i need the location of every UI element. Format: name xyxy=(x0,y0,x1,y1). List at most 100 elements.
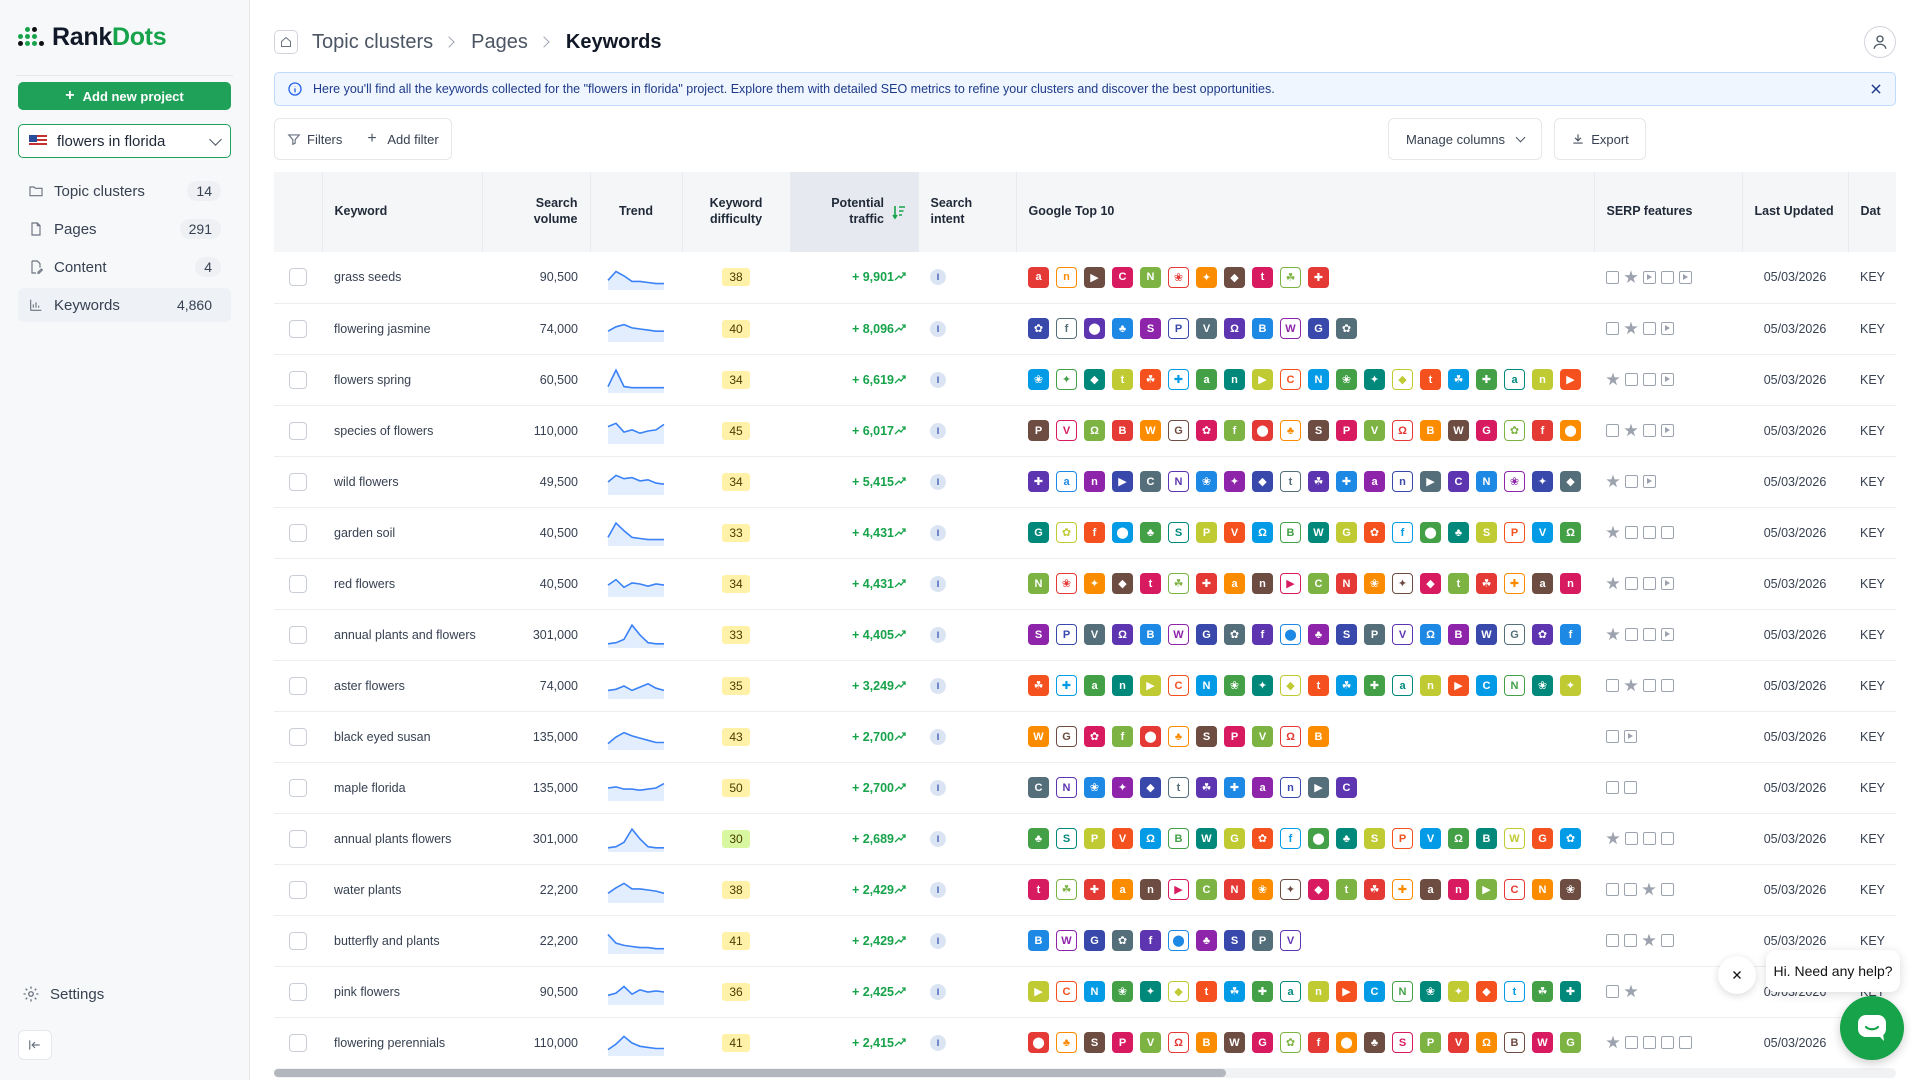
table-row[interactable]: annual plants flowers 301,000 30 + 2,689 I ♣ S… xyxy=(274,813,1896,865)
site-favicon-icon[interactable]: ❀ xyxy=(1336,369,1357,390)
sidebar-item-content[interactable]: Content 4 xyxy=(18,250,231,284)
site-favicon-icon[interactable]: C xyxy=(1308,573,1329,594)
site-favicon-icon[interactable]: N xyxy=(1308,369,1329,390)
site-favicon-icon[interactable]: P xyxy=(1420,1032,1441,1053)
keywords-table-container[interactable]: Keyword Search volume Trend Keyword diffic… xyxy=(274,172,1896,1067)
site-favicon-icon[interactable]: n xyxy=(1140,879,1161,900)
column-header-keyword-difficulty[interactable]: Keyword difficulty xyxy=(682,172,791,252)
site-favicon-icon[interactable]: a xyxy=(1532,573,1553,594)
site-favicon-icon[interactable]: P xyxy=(1084,828,1105,849)
site-favicon-icon[interactable]: ⬤ xyxy=(1308,828,1329,849)
site-favicon-icon[interactable]: ✚ xyxy=(1336,471,1357,492)
site-favicon-icon[interactable]: ⬤ xyxy=(1420,522,1441,543)
site-favicon-icon[interactable]: Ω xyxy=(1448,828,1469,849)
intent-badge[interactable]: I xyxy=(930,626,946,643)
site-favicon-icon[interactable]: Ω xyxy=(1224,318,1245,339)
keyword-cell[interactable]: annual plants and flowers xyxy=(322,609,482,661)
site-favicon-icon[interactable]: n xyxy=(1560,573,1581,594)
row-checkbox[interactable] xyxy=(289,574,307,593)
site-favicon-icon[interactable]: W xyxy=(1504,828,1525,849)
horizontal-scrollbar[interactable] xyxy=(274,1068,1896,1078)
site-favicon-icon[interactable]: ◆ xyxy=(1084,369,1105,390)
site-favicon-icon[interactable]: ❀ xyxy=(1532,675,1553,696)
site-favicon-icon[interactable]: t xyxy=(1336,879,1357,900)
table-row[interactable]: butterfly and plants 22,200 41 + 2,429 I B W G ✿… xyxy=(274,915,1896,967)
site-favicon-icon[interactable]: W xyxy=(1476,624,1497,645)
project-select[interactable]: flowers in florida xyxy=(18,124,231,158)
site-favicon-icon[interactable]: G xyxy=(1056,726,1077,747)
site-favicon-icon[interactable]: ▶ xyxy=(1084,266,1105,288)
breadcrumb-topic-clusters[interactable]: Topic clusters xyxy=(312,30,434,53)
site-favicon-icon[interactable]: V xyxy=(1280,930,1301,951)
site-favicon-icon[interactable]: B xyxy=(1420,420,1441,441)
table-row[interactable]: wild flowers 49,500 34 + 5,415 I ✚ a n ▶ C N ❀ ✦ ◆ t ☘ ✚… xyxy=(274,456,1896,508)
site-favicon-icon[interactable]: S xyxy=(1224,930,1245,951)
site-favicon-icon[interactable]: t xyxy=(1280,471,1301,492)
site-favicon-icon[interactable]: W xyxy=(1448,420,1469,441)
site-favicon-icon[interactable]: ☘ xyxy=(1196,777,1217,798)
site-favicon-icon[interactable]: ✦ xyxy=(1252,675,1273,696)
column-header-search-volume[interactable]: Search volume xyxy=(482,172,591,252)
row-checkbox[interactable] xyxy=(289,982,307,1001)
keyword-cell[interactable]: black eyed susan xyxy=(322,711,482,763)
intent-badge[interactable]: I xyxy=(930,881,946,898)
site-favicon-icon[interactable]: G xyxy=(1196,624,1217,645)
site-favicon-icon[interactable]: ❀ xyxy=(1084,777,1105,798)
site-favicon-icon[interactable]: C xyxy=(1476,675,1497,696)
site-favicon-icon[interactable]: S xyxy=(1028,624,1049,645)
site-favicon-icon[interactable]: ❀ xyxy=(1224,675,1245,696)
site-favicon-icon[interactable]: ✿ xyxy=(1196,420,1217,441)
site-favicon-icon[interactable]: W xyxy=(1196,828,1217,849)
site-favicon-icon[interactable]: ✿ xyxy=(1560,828,1581,849)
site-favicon-icon[interactable]: Ω xyxy=(1476,1032,1497,1053)
site-favicon-icon[interactable]: N xyxy=(1532,879,1553,900)
site-favicon-icon[interactable]: N xyxy=(1028,573,1049,594)
site-favicon-icon[interactable]: ☘ xyxy=(1056,879,1077,900)
keyword-cell[interactable]: butterfly and plants xyxy=(322,915,482,967)
row-checkbox[interactable] xyxy=(289,931,307,950)
site-favicon-icon[interactable]: B xyxy=(1476,828,1497,849)
site-favicon-icon[interactable]: t xyxy=(1168,777,1189,798)
row-checkbox[interactable] xyxy=(289,268,307,287)
keyword-cell[interactable]: maple florida xyxy=(322,762,482,814)
site-favicon-icon[interactable]: ☘ xyxy=(1364,879,1385,900)
site-favicon-icon[interactable]: f xyxy=(1560,624,1581,645)
keyword-cell[interactable]: flowering jasmine xyxy=(322,303,482,355)
site-favicon-icon[interactable]: f xyxy=(1308,1032,1329,1053)
site-favicon-icon[interactable]: f xyxy=(1224,420,1245,441)
logo[interactable]: RankDots xyxy=(16,0,233,76)
site-favicon-icon[interactable]: ♣ xyxy=(1196,930,1217,951)
row-checkbox[interactable] xyxy=(289,421,307,440)
site-favicon-icon[interactable]: C xyxy=(1280,369,1301,390)
site-favicon-icon[interactable]: ▶ xyxy=(1140,675,1161,696)
intent-badge[interactable]: I xyxy=(930,575,946,592)
site-favicon-icon[interactable]: P xyxy=(1112,1032,1133,1053)
site-favicon-icon[interactable]: P xyxy=(1336,420,1357,441)
site-favicon-icon[interactable]: n xyxy=(1084,471,1105,492)
site-favicon-icon[interactable]: W xyxy=(1140,420,1161,441)
breadcrumb-pages[interactable]: Pages xyxy=(471,30,528,53)
site-favicon-icon[interactable]: ⬤ xyxy=(1140,726,1161,747)
site-favicon-icon[interactable]: ♣ xyxy=(1140,522,1161,543)
intent-badge[interactable]: I xyxy=(930,779,946,796)
row-checkbox[interactable] xyxy=(289,880,307,899)
site-favicon-icon[interactable]: ✚ xyxy=(1252,981,1273,1002)
site-favicon-icon[interactable]: ✿ xyxy=(1336,318,1357,339)
site-favicon-icon[interactable]: N xyxy=(1224,879,1245,900)
site-favicon-icon[interactable]: ◆ xyxy=(1252,471,1273,492)
site-favicon-icon[interactable]: N xyxy=(1476,471,1497,492)
site-favicon-icon[interactable]: Ω xyxy=(1392,420,1413,441)
site-favicon-icon[interactable]: P xyxy=(1056,624,1077,645)
site-favicon-icon[interactable]: G xyxy=(1168,420,1189,441)
site-favicon-icon[interactable]: a xyxy=(1392,675,1413,696)
site-favicon-icon[interactable]: Ω xyxy=(1252,522,1273,543)
site-favicon-icon[interactable]: ◆ xyxy=(1560,471,1581,492)
site-favicon-icon[interactable]: ☘ xyxy=(1168,573,1189,594)
site-favicon-icon[interactable]: V xyxy=(1448,1032,1469,1053)
site-favicon-icon[interactable]: ✚ xyxy=(1168,369,1189,390)
site-favicon-icon[interactable]: a xyxy=(1280,981,1301,1002)
site-favicon-icon[interactable]: S xyxy=(1392,1032,1413,1053)
row-checkbox[interactable] xyxy=(289,625,307,644)
row-checkbox[interactable] xyxy=(289,829,307,848)
